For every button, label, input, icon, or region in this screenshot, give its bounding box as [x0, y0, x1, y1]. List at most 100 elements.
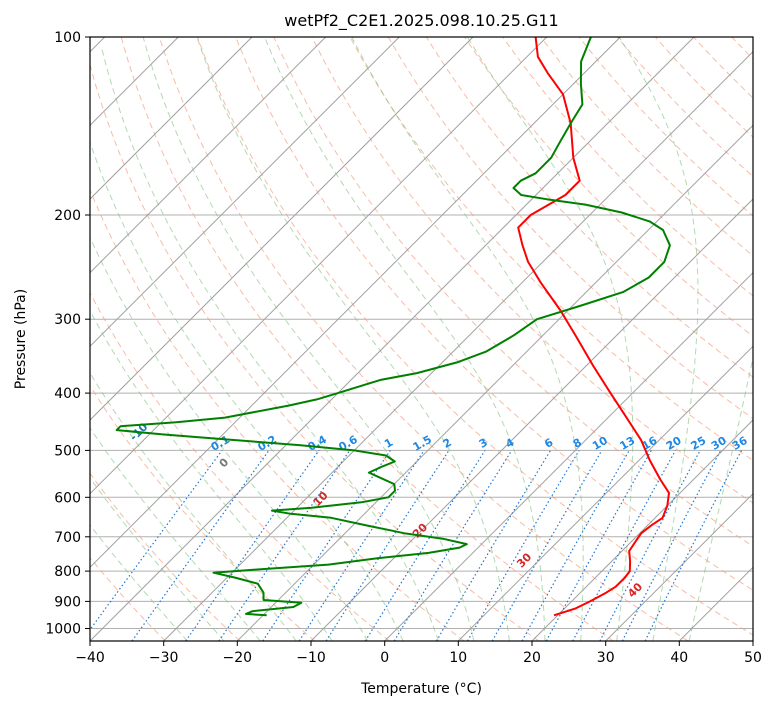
x-axis-title: Temperature (°C): [360, 681, 482, 697]
dry-adiabat-line: [197, 37, 753, 636]
mixing-ratio-line: [131, 450, 270, 641]
moist-adiabat-line: [142, 37, 475, 641]
dry-adiabat-line: [90, 188, 465, 641]
mixing-ratio-line: [218, 450, 351, 641]
moist-adiabat-line: [90, 477, 225, 641]
x-tick-label: 20: [523, 650, 541, 666]
moist-adiabat-line: [196, 37, 510, 641]
dry-adiabat-label: 20: [410, 520, 430, 540]
mixing-ratio-line: [599, 450, 701, 641]
moist-adiabat-line: [101, 49, 439, 641]
dry-adiabat-line: [120, 37, 614, 641]
dry-adiabat-line: [311, 37, 753, 504]
x-axis-ticks: −40 −30 −20 −10 0 10 20 30 40 50: [75, 641, 762, 666]
mixing-ratio-label: 3: [477, 436, 490, 451]
mixing-ratio-label: 4: [503, 436, 516, 451]
isotherm-line: [384, 271, 753, 641]
moist-adiabat-line: [688, 355, 753, 641]
mixing-ratio-line: [572, 450, 677, 641]
x-tick-label: 10: [449, 650, 467, 666]
y-tick-label: 900: [54, 594, 81, 610]
dry-adiabat-line: [158, 37, 689, 641]
dry-adiabat-line: [90, 384, 316, 641]
chart-title: wetPf2_C2E1.2025.098.10.25.G11: [284, 11, 558, 31]
x-tick-label: 0: [380, 650, 389, 666]
y-tick-label: 400: [54, 386, 81, 402]
dry-adiabat-line: [464, 37, 753, 337]
y-tick-label: 600: [54, 490, 81, 506]
temperature-profile-line: [517, 37, 670, 617]
dry-adiabat-line: [502, 37, 753, 297]
dry-adiabat-line: [235, 37, 753, 591]
isotherm-line: [90, 37, 548, 495]
y-tick-label: 700: [54, 530, 81, 546]
x-tick-label: −20: [223, 650, 253, 666]
y-axis-ticks: 100 200 300 400 500 600 700 800 900 1000: [45, 30, 90, 638]
isotherm-line: [605, 492, 753, 641]
dry-adiabat-label: 0: [217, 455, 232, 470]
mixing-ratio-line: [393, 450, 513, 641]
dry-adiabat-line: [90, 291, 390, 641]
moist-adiabat-line: [351, 37, 584, 641]
isotherm-line: [90, 37, 327, 274]
dry-adiabat-line: [655, 37, 753, 138]
moist-adiabat-line: [618, 37, 699, 641]
mixing-ratio-line: [298, 450, 425, 641]
y-tick-label: 500: [54, 443, 81, 459]
x-tick-label: 40: [670, 650, 688, 666]
y-tick-label: 200: [54, 208, 81, 224]
dry-adiabat-line: [90, 62, 540, 641]
mixing-ratio-line: [325, 450, 450, 641]
moist-adiabat-line: [90, 140, 404, 641]
y-tick-label: 100: [54, 30, 81, 46]
isotherm-line: [90, 37, 474, 421]
isotherm-line: [90, 37, 621, 569]
background-lines: [90, 37, 775, 641]
isotherm-line: [90, 37, 400, 348]
mixing-ratio-line: [545, 450, 652, 641]
dry-adiabat-line: [90, 472, 241, 641]
x-tick-label: −40: [75, 650, 105, 666]
mixing-ratio-line: [185, 450, 320, 641]
dry-adiabat-line: [349, 37, 753, 462]
mixing-ratio-label: 6: [542, 436, 555, 451]
isotherm-line: [531, 419, 753, 641]
x-tick-label: −10: [296, 650, 326, 666]
isotherm-line: [457, 345, 753, 641]
x-tick-label: −30: [149, 650, 179, 666]
moist-adiabat-line: [264, 37, 546, 641]
isotherm-line: [163, 50, 753, 641]
mixing-ratio-line: [521, 450, 630, 641]
y-tick-label: 800: [54, 564, 81, 580]
moist-adiabat-line: [90, 310, 333, 641]
mixing-ratio-line: [90, 450, 223, 631]
mixing-ratio-label: 2: [441, 436, 454, 451]
mixing-ratio-line: [644, 450, 743, 641]
y-tick-label: 300: [54, 312, 81, 328]
sounding-profiles: [115, 37, 671, 617]
dry-adiabat-line: [425, 37, 753, 378]
mixing-ratio-line: [262, 450, 391, 641]
y-axis-title: Pressure (hPa): [13, 289, 29, 389]
isotherm-line: [90, 37, 695, 641]
moist-adiabat-line: [90, 426, 261, 641]
dry-adiabat-line: [770, 37, 775, 641]
y-tick-label: 1000: [45, 622, 81, 638]
isotherm-line: [236, 124, 753, 641]
moist-adiabat-line: [90, 236, 369, 641]
dry-adiabat-label: 40: [625, 580, 645, 600]
isotherm-line: [310, 198, 753, 641]
isotherm-line: [678, 566, 753, 641]
dry-adiabat-line: [387, 37, 753, 420]
isotherm-line: [752, 640, 753, 641]
isotherm-line: [90, 37, 253, 200]
mixing-ratio-line: [621, 450, 722, 641]
mixing-ratio-line: [435, 450, 552, 641]
x-tick-label: 50: [744, 650, 762, 666]
moist-adiabat-line: [90, 372, 297, 641]
dry-adiabat-line: [693, 37, 753, 99]
dewpoint-profile-line: [115, 37, 671, 617]
x-tick-label: 30: [597, 650, 615, 666]
plot-frame: [89, 36, 754, 642]
